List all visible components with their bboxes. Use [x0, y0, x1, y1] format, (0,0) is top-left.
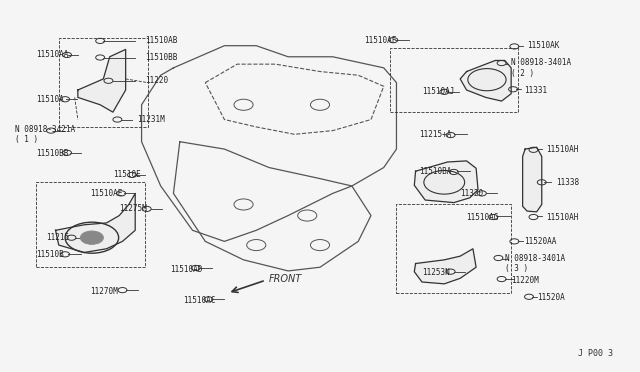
Text: J P00 3: J P00 3: [578, 349, 613, 358]
Text: 11510BA: 11510BA: [419, 167, 451, 176]
Text: 11510AD: 11510AD: [170, 264, 203, 273]
Text: 11215: 11215: [46, 233, 69, 242]
Polygon shape: [460, 61, 511, 101]
Text: 11510E: 11510E: [113, 170, 141, 179]
Text: 11231M: 11231M: [137, 115, 165, 124]
Text: 11331: 11331: [524, 86, 547, 94]
Text: 11510B: 11510B: [36, 250, 64, 259]
Polygon shape: [56, 193, 135, 253]
Text: 11510AK: 11510AK: [527, 41, 559, 50]
Text: 11253N: 11253N: [422, 268, 450, 277]
Text: 11510AG: 11510AG: [467, 213, 499, 222]
Text: N 08918-3401A
( 3 ): N 08918-3401A ( 3 ): [505, 254, 565, 273]
Text: 11270M: 11270M: [91, 287, 118, 296]
Text: 11510AF: 11510AF: [365, 36, 397, 45]
Text: 11510BB: 11510BB: [145, 53, 177, 62]
Text: 11220: 11220: [145, 76, 168, 85]
Text: 11275M: 11275M: [119, 204, 147, 214]
Text: 11510AH: 11510AH: [546, 145, 579, 154]
Text: 11520A: 11520A: [537, 293, 564, 302]
Circle shape: [81, 231, 103, 244]
Text: 11510AJ: 11510AJ: [422, 87, 454, 96]
Text: 11338: 11338: [556, 178, 579, 187]
Text: 11320: 11320: [460, 189, 483, 198]
Text: 11510AA: 11510AA: [36, 51, 69, 60]
Text: N 08918-3401A
( 2 ): N 08918-3401A ( 2 ): [511, 58, 572, 77]
Text: 11510AC: 11510AC: [183, 296, 216, 305]
Text: 11510AB: 11510AB: [145, 36, 177, 45]
Polygon shape: [78, 49, 125, 112]
Polygon shape: [414, 249, 476, 284]
Text: 11220M: 11220M: [511, 276, 539, 285]
Text: 11520AA: 11520AA: [524, 237, 556, 246]
Text: FRONT: FRONT: [269, 274, 302, 284]
Text: 11510BB: 11510BB: [36, 150, 69, 158]
Text: 11510A: 11510A: [36, 95, 64, 104]
Text: 11510AH: 11510AH: [546, 213, 579, 222]
Polygon shape: [414, 161, 478, 203]
Text: 11510AE: 11510AE: [91, 189, 123, 198]
Polygon shape: [523, 147, 541, 212]
Text: N 08918-3421A
( 1 ): N 08918-3421A ( 1 ): [15, 125, 76, 144]
Text: 11215+A: 11215+A: [419, 130, 451, 139]
